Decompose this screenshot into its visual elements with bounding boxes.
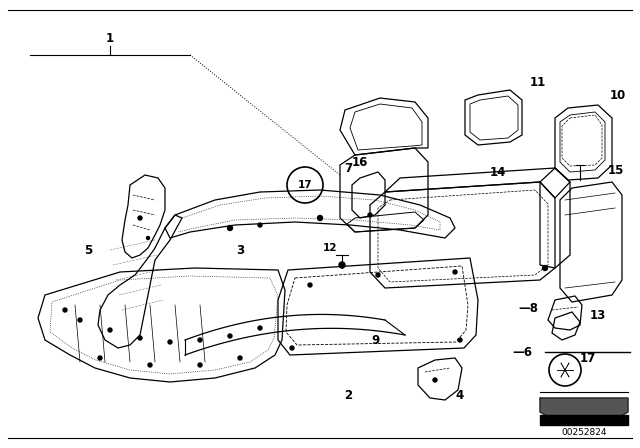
Circle shape bbox=[138, 336, 142, 340]
Circle shape bbox=[308, 283, 312, 287]
Circle shape bbox=[376, 273, 380, 277]
Polygon shape bbox=[540, 398, 628, 422]
Circle shape bbox=[433, 378, 437, 382]
Text: 11: 11 bbox=[530, 76, 547, 89]
Text: 13: 13 bbox=[590, 309, 606, 322]
Text: 1: 1 bbox=[106, 31, 114, 44]
Circle shape bbox=[317, 215, 323, 220]
Text: 15: 15 bbox=[608, 164, 625, 177]
Text: 3: 3 bbox=[236, 244, 244, 257]
Circle shape bbox=[198, 363, 202, 367]
Circle shape bbox=[108, 328, 112, 332]
Text: 00252824: 00252824 bbox=[561, 427, 607, 436]
Text: 16: 16 bbox=[352, 155, 368, 168]
Text: 2: 2 bbox=[344, 388, 352, 401]
Text: 14: 14 bbox=[490, 165, 506, 178]
Circle shape bbox=[238, 356, 242, 360]
Circle shape bbox=[147, 237, 150, 240]
Circle shape bbox=[453, 270, 457, 274]
Circle shape bbox=[148, 363, 152, 367]
Circle shape bbox=[168, 340, 172, 344]
Circle shape bbox=[228, 334, 232, 338]
Circle shape bbox=[543, 266, 547, 271]
Circle shape bbox=[138, 216, 142, 220]
Circle shape bbox=[258, 326, 262, 330]
Text: —6: —6 bbox=[512, 345, 532, 358]
Text: 17: 17 bbox=[580, 352, 596, 365]
Text: 17: 17 bbox=[298, 180, 312, 190]
Circle shape bbox=[290, 346, 294, 350]
Circle shape bbox=[458, 338, 462, 342]
Circle shape bbox=[63, 308, 67, 312]
Circle shape bbox=[339, 262, 345, 268]
Text: 9: 9 bbox=[371, 333, 379, 346]
Text: 12: 12 bbox=[323, 243, 337, 253]
Text: 7: 7 bbox=[344, 161, 352, 175]
Circle shape bbox=[198, 338, 202, 342]
Circle shape bbox=[368, 213, 372, 217]
Circle shape bbox=[78, 318, 82, 322]
Text: —8: —8 bbox=[518, 302, 538, 314]
Circle shape bbox=[258, 223, 262, 227]
Circle shape bbox=[98, 356, 102, 360]
Text: 10: 10 bbox=[610, 89, 627, 102]
Polygon shape bbox=[540, 415, 628, 425]
Text: 4: 4 bbox=[456, 388, 464, 401]
Text: 5: 5 bbox=[84, 244, 92, 257]
Circle shape bbox=[227, 225, 232, 231]
